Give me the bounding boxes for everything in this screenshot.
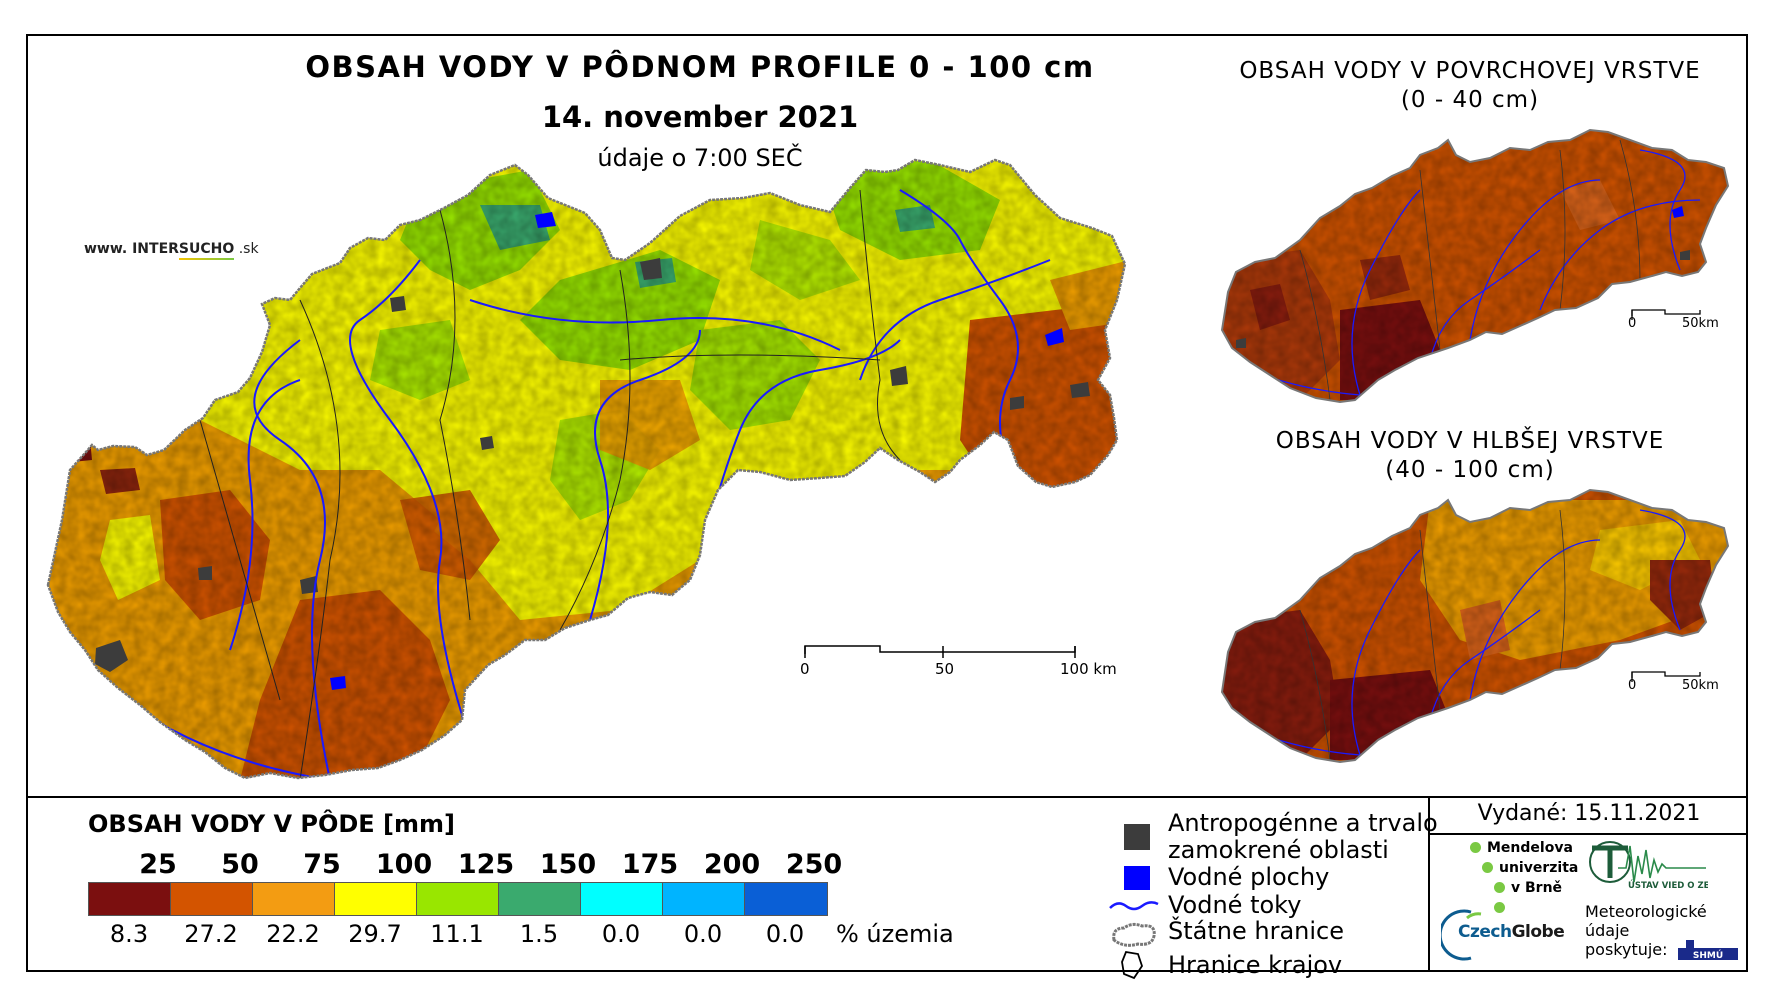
- legend-threshold-75: 75: [303, 849, 341, 880]
- meteo-line-2: údaje: [1585, 921, 1630, 940]
- mendel-text-3: v Brně: [1511, 880, 1563, 896]
- legend-percent-4: 11.1: [430, 920, 484, 948]
- deep-title-line2: (40 - 100 cm): [1385, 457, 1555, 483]
- observation-time: údaje o 7:00 SEČ: [597, 144, 803, 172]
- deep-state-border: [1220, 488, 1730, 764]
- state-border-label: Štátne hranice: [1168, 917, 1344, 945]
- meteo-line-1: Meteorologické: [1585, 902, 1707, 921]
- earth-science-institute-logo: ÚSTAV VIED O ZEMI: [1589, 841, 1708, 891]
- info-box-divider: [1428, 798, 1430, 972]
- legend-title: OBSAH VODY V PÔDE [mm]: [88, 810, 456, 838]
- shmu-text: SHMÚ: [1693, 949, 1723, 961]
- legend-swatch-6: [581, 883, 663, 915]
- legend-percent-3: 29.7: [348, 920, 402, 948]
- mendel-dot-icon: [1470, 842, 1481, 853]
- legend-swatch-8: [745, 883, 827, 915]
- legend-percent-2: 22.2: [266, 920, 320, 948]
- legend-swatch-3: [335, 883, 417, 915]
- state-border-icon: [1112, 922, 1156, 947]
- deep-scale-label-0: 0: [1628, 678, 1637, 693]
- globe-text: Globe: [1511, 922, 1565, 942]
- main-title: OBSAH VODY V PÔDNOM PROFILE 0 - 100 cm: [305, 50, 1095, 84]
- water-bodies-label: Vodné plochy: [1168, 863, 1330, 891]
- legend-swatch-5: [499, 883, 581, 915]
- surface-state-border: [1220, 128, 1730, 404]
- mendel-dot-icon: [1494, 902, 1505, 913]
- issued-date: Vydané: 15.11.2021: [1477, 801, 1701, 826]
- mendel-text-2: univerzita: [1499, 860, 1579, 876]
- legend-swatch-1: [171, 883, 253, 915]
- legend-swatch-0: [89, 883, 171, 915]
- percent-unit: % územia: [836, 920, 954, 948]
- main-scale-label-50: 50: [935, 660, 955, 678]
- anthropogenic-label-1: Antropogénne a trvalo: [1168, 809, 1438, 837]
- mendel-university-logo: Mendelova univerzita v Brně: [1470, 838, 1578, 918]
- main-state-border: [46, 158, 1127, 780]
- website-suffix: .sk: [234, 241, 259, 257]
- legend-percent-6: 0.0: [601, 920, 641, 948]
- main-date: 14. november 2021: [541, 100, 859, 134]
- legend-threshold-125: 125: [457, 849, 515, 880]
- legend-percent-1: 27.2: [184, 920, 238, 948]
- region-border-label: Hranice krajov: [1168, 951, 1343, 979]
- deep-layer-map: [1222, 490, 1728, 762]
- czechglobe-text: CzechGlobe: [1458, 922, 1565, 942]
- mendel-text-1: Mendelova: [1487, 840, 1573, 856]
- legend-percent-7: 0.0: [683, 920, 723, 948]
- website-mid: SUCHO: [178, 241, 235, 257]
- legend-percent-5: 1.5: [519, 920, 559, 948]
- meteo-line-3: poskytuje:: [1585, 940, 1668, 959]
- czechglobe-logo: [1441, 909, 1482, 961]
- surface-layer-title: OBSAH VODY V POVRCHOVEJ VRSTVE (0 - 40 c…: [1210, 57, 1730, 115]
- legend-thresholds: 25 50 75 100 125 150 175 200 250: [88, 849, 848, 883]
- legend-threshold-200: 200: [703, 849, 761, 880]
- main-scale-label-100: 100 km: [1060, 660, 1117, 678]
- legend-percent-8: 0.0: [765, 920, 805, 948]
- legend-swatch-2: [253, 883, 335, 915]
- meteo-credit: Meteorologické údaje poskytuje:: [1585, 902, 1707, 959]
- legend-threshold-150: 150: [539, 849, 597, 880]
- surface-layer-map: [1222, 130, 1728, 402]
- legend-threshold-25: 25: [139, 849, 177, 880]
- surface-title-line2: (0 - 40 cm): [1400, 87, 1540, 113]
- uvz-text: ÚSTAV VIED O ZEMI: [1628, 879, 1708, 891]
- water-body-swatch: [1124, 866, 1150, 890]
- anthropogenic-label-2: zamokrené oblasti: [1168, 836, 1389, 864]
- stream-icon: [1109, 901, 1159, 911]
- legend-threshold-250: 250: [785, 849, 843, 880]
- czech-text: Czech: [1458, 922, 1512, 942]
- legend-swatch-7: [663, 883, 745, 915]
- website-prefix: www. INTER: [84, 241, 179, 257]
- main-soil-map: [48, 160, 1125, 778]
- main-scale-label-0: 0: [800, 660, 810, 678]
- shmu-logo: SHMÚ: [1678, 940, 1738, 961]
- deep-scale-bar: [1631, 671, 1701, 682]
- issued-underline: [1430, 833, 1748, 835]
- surface-title-line1: OBSAH VODY V POVRCHOVEJ VRSTVE: [1239, 58, 1701, 84]
- water-streams-label: Vodné toky: [1168, 891, 1302, 919]
- surface-scale-label-0: 0: [1628, 316, 1637, 331]
- legend-percent-0: 8.3: [109, 920, 149, 948]
- legend-swatch-4: [417, 883, 499, 915]
- surface-scale-label-50: 50km: [1682, 316, 1719, 331]
- surface-scale-bar: [1631, 309, 1701, 320]
- legend-threshold-175: 175: [621, 849, 679, 880]
- deep-scale-label-50: 50km: [1682, 678, 1719, 693]
- legend-threshold-100: 100: [375, 849, 433, 880]
- legend-threshold-50: 50: [221, 849, 259, 880]
- deep-layer-title: OBSAH VODY V HLBŠEJ VRSTVE (40 - 100 cm): [1210, 427, 1730, 485]
- anthropogenic-swatch: [1124, 824, 1150, 850]
- legend-color-bar: [88, 882, 828, 916]
- mendel-dot-icon: [1482, 862, 1493, 873]
- region-border-icon: [1121, 950, 1143, 980]
- main-scale-bar: [804, 645, 1076, 658]
- mendel-dot-icon: [1494, 882, 1505, 893]
- legend-divider: [26, 796, 1748, 798]
- website-link[interactable]: www. INTERSUCHO .sk: [84, 241, 259, 257]
- deep-title-line1: OBSAH VODY V HLBŠEJ VRSTVE: [1275, 428, 1665, 454]
